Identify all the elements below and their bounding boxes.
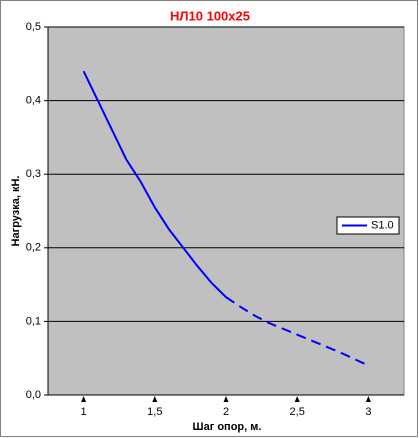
y-axis-title: Нагрузка, кН. (10, 176, 22, 247)
x-tick-label: 2,5 (290, 406, 305, 418)
series-line (225, 296, 369, 367)
x-tick-label: 1,5 (147, 406, 162, 418)
y-tick-label: 0,0 (26, 389, 41, 401)
x-tick (365, 396, 371, 402)
y-tick-label: 0,5 (26, 21, 41, 33)
x-tick-label: 3 (365, 406, 371, 418)
x-tick-label: 1 (81, 406, 87, 418)
x-axis-title: Шаг опор, м. (193, 421, 262, 433)
x-tick (81, 396, 87, 402)
x-tick (223, 396, 229, 402)
chart-title: НЛ10 100х25 (170, 8, 250, 23)
x-tick (152, 396, 158, 402)
plot-area (47, 26, 405, 396)
y-tick-label: 0,4 (26, 95, 41, 107)
series-line (82, 70, 227, 298)
legend-box (336, 216, 400, 235)
y-tick-label: 0,3 (26, 168, 41, 180)
x-tick-label: 2 (223, 406, 229, 418)
legend-label: S1.0 (371, 219, 394, 231)
y-tick-label: 0,1 (26, 315, 41, 327)
y-tick-label: 0,2 (26, 242, 41, 254)
x-tick (294, 396, 300, 402)
